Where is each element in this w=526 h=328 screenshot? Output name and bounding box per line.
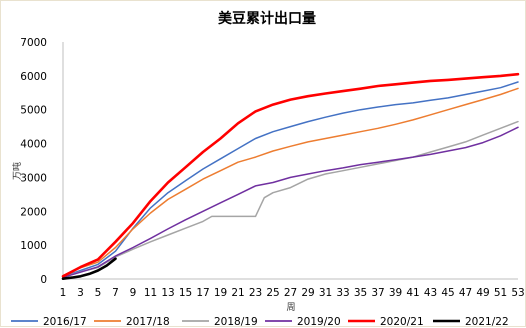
x-tick-label: 29	[301, 287, 314, 299]
legend-item-2018-19: 2018/19	[182, 316, 258, 328]
x-tick-label: 45	[441, 287, 454, 299]
legend-item-2020-21: 2020/21	[348, 316, 424, 328]
y-tick-label: 0	[40, 274, 47, 286]
x-tick-label: 25	[266, 287, 279, 299]
x-tick-label: 13	[161, 287, 174, 299]
x-tick-label: 1	[60, 287, 67, 299]
x-tick-label: 11	[144, 287, 157, 299]
y-axis-ticks: 0 1000 2000 3000 4000 5000 6000 7000	[20, 37, 47, 286]
series-line-2018-19	[62, 120, 519, 278]
x-tick-label: 53	[511, 287, 524, 299]
x-axis-ticks: 1 3 5 7 9 11 13 15 17 19 21 23 25 27 29 31 33 35 37 39 41 43 4…	[60, 287, 525, 299]
x-tick-label: 7	[112, 287, 119, 299]
series-line-2020-21	[61, 72, 520, 278]
x-tick-label: 9	[130, 287, 137, 299]
series-line-2016-17	[62, 81, 519, 278]
legend: 2016/17 2017/18 2018/19 2019/20 2020/21 2021/…	[11, 316, 509, 328]
x-tick-label: 21	[231, 287, 244, 299]
x-tick-label: 47	[459, 287, 472, 299]
legend-label: 2017/18	[126, 316, 170, 328]
x-tick-label: 39	[389, 287, 402, 299]
y-tick-label: 7000	[20, 37, 47, 49]
x-tick-label: 3	[77, 287, 84, 299]
y-tick-label: 3000	[20, 172, 47, 184]
legend-item-2016-17: 2016/17	[11, 316, 87, 328]
x-tick-label: 17	[196, 287, 209, 299]
y-tick-label: 1000	[20, 240, 47, 252]
x-tick-label: 35	[354, 287, 367, 299]
y-tick-label: 5000	[20, 105, 47, 117]
chart-title: 美豆累计出口量	[218, 10, 316, 27]
legend-label: 2019/20	[297, 316, 341, 328]
x-tick-label: 27	[284, 287, 297, 299]
y-tick-label: 2000	[20, 206, 47, 218]
x-tick-label: 19	[214, 287, 227, 299]
x-tick-label: 49	[476, 287, 489, 299]
series-line-2017-18	[62, 87, 519, 277]
x-tick-label: 37	[371, 287, 384, 299]
x-tick-label: 23	[249, 287, 262, 299]
legend-label: 2021/22	[465, 316, 509, 328]
legend-label: 2020/21	[380, 316, 424, 328]
legend-label: 2016/17	[43, 316, 87, 328]
x-tick-label: 41	[406, 287, 419, 299]
x-axis-title: 周	[286, 302, 295, 313]
x-tick-label: 5	[95, 287, 102, 299]
legend-item-2017-18: 2017/18	[94, 316, 170, 328]
series-line-2019-20	[62, 126, 519, 279]
y-axis-title: 万吨	[11, 162, 23, 180]
y-tick-label: 4000	[20, 139, 47, 151]
legend-label: 2018/19	[214, 316, 258, 328]
x-tick-label: 15	[179, 287, 192, 299]
x-tick-label: 51	[494, 287, 507, 299]
x-tick-label: 31	[319, 287, 332, 299]
x-tick-label: 33	[336, 287, 349, 299]
legend-item-2021-22: 2021/22	[433, 316, 509, 328]
y-tick-label: 6000	[20, 71, 47, 83]
series-lines	[61, 72, 520, 281]
series-line-2021-22	[61, 257, 117, 281]
legend-item-2019-20: 2019/20	[265, 316, 341, 328]
x-tick-label: 43	[424, 287, 437, 299]
